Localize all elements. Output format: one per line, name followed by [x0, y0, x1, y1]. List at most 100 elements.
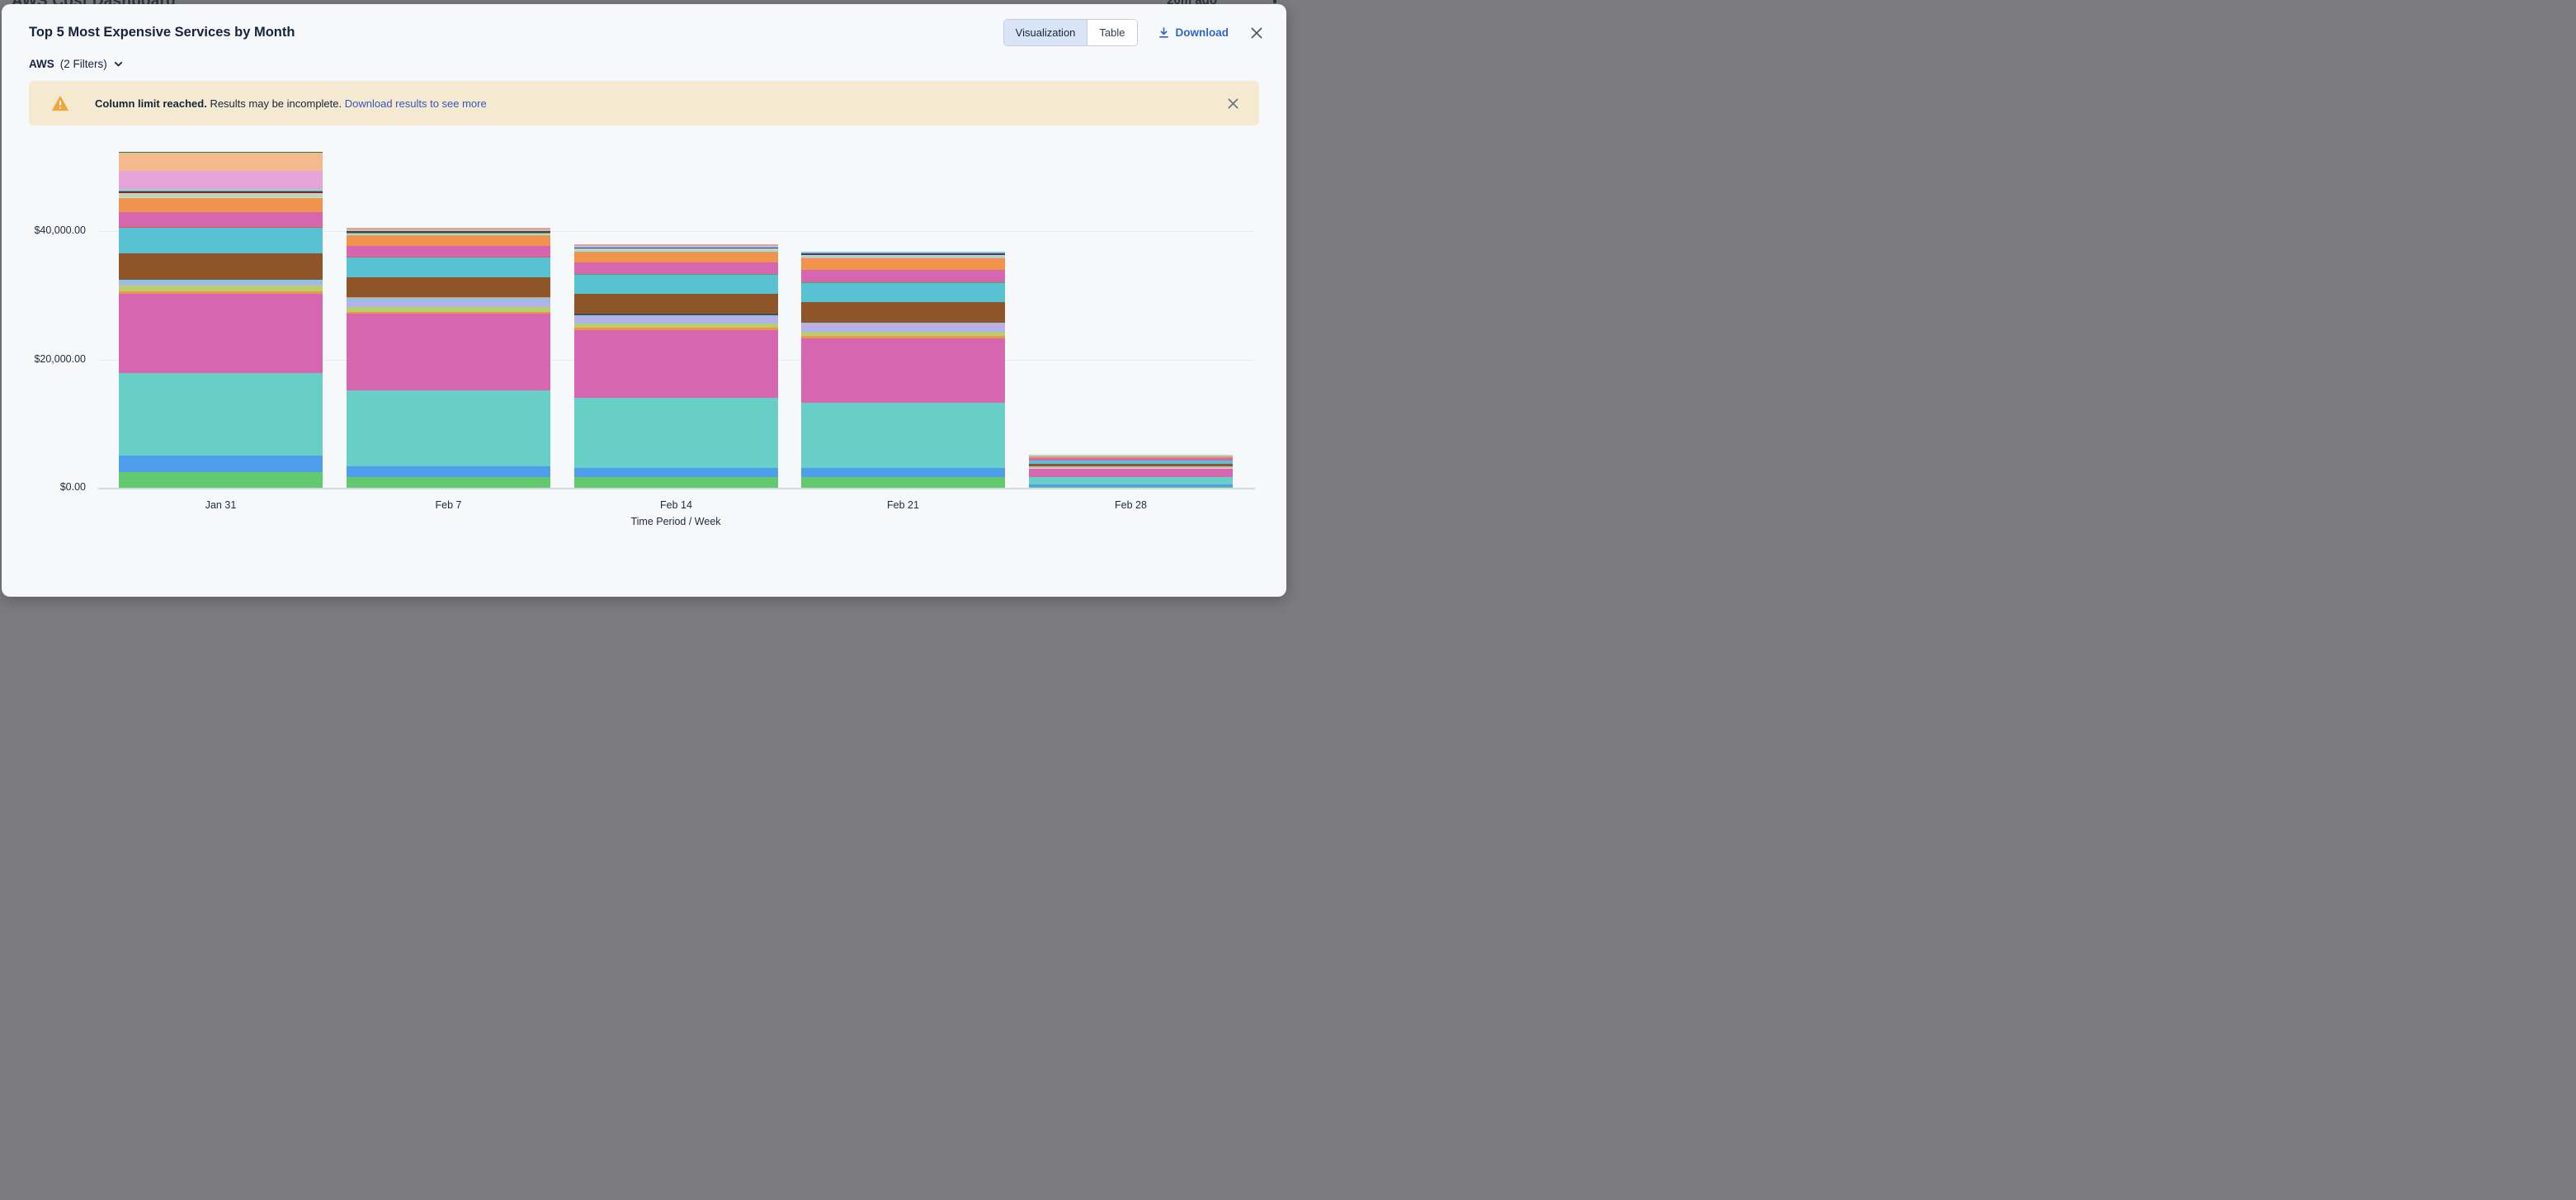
bar-segment[interactable] — [801, 335, 1005, 338]
bar-segment[interactable] — [801, 322, 1005, 325]
tab-table[interactable]: Table — [1087, 20, 1137, 45]
bar-segment[interactable] — [119, 191, 323, 193]
bar-segment[interactable] — [801, 282, 1005, 303]
bar-segment[interactable] — [119, 455, 323, 472]
bar-segment[interactable] — [119, 291, 323, 294]
bar-segment[interactable] — [1029, 476, 1233, 485]
bar-segment[interactable] — [119, 226, 323, 228]
bar-segment[interactable] — [801, 253, 1005, 255]
download-button[interactable]: Download — [1158, 26, 1229, 39]
bar-segment[interactable] — [347, 465, 550, 478]
bar-segment[interactable] — [1029, 457, 1233, 461]
bar-segment[interactable] — [1029, 466, 1233, 469]
bar-segment[interactable] — [801, 324, 1005, 327]
bar-segment[interactable] — [801, 331, 1005, 336]
bar-segment[interactable] — [801, 251, 1005, 254]
bar-segment[interactable] — [801, 269, 1005, 282]
bar-segment[interactable] — [801, 254, 1005, 257]
bar-segment[interactable] — [574, 262, 778, 274]
bar-segment[interactable] — [347, 276, 550, 297]
bar-segment[interactable] — [119, 188, 323, 191]
bar-segment[interactable] — [347, 234, 550, 247]
bar-segment[interactable] — [119, 151, 323, 154]
bar-segment[interactable] — [119, 195, 323, 197]
bar-segment[interactable] — [574, 245, 778, 248]
bar-segment[interactable] — [119, 212, 323, 227]
bar-feb-14[interactable] — [574, 244, 778, 488]
x-axis-tick-label: Feb 21 — [887, 499, 919, 511]
bar-segment[interactable] — [801, 281, 1005, 283]
bar-segment[interactable] — [347, 229, 550, 230]
bar-segment[interactable] — [347, 477, 550, 488]
bar-segment[interactable] — [1029, 469, 1233, 477]
bar-segment[interactable] — [574, 317, 778, 319]
bar-segment[interactable] — [119, 197, 323, 213]
bar-segment[interactable] — [119, 372, 323, 456]
bar-segment[interactable] — [119, 293, 323, 373]
bar-segment[interactable] — [347, 232, 550, 234]
bar-segment[interactable] — [1029, 484, 1233, 487]
bar-feb-21[interactable] — [801, 251, 1005, 488]
bar-segment[interactable] — [574, 314, 778, 318]
bar-feb-28[interactable] — [1029, 455, 1233, 488]
bar-segment[interactable] — [801, 467, 1005, 478]
bar-segment[interactable] — [119, 171, 323, 189]
bar-segment[interactable] — [347, 390, 550, 466]
bar-segment[interactable] — [574, 477, 778, 488]
bar-segment[interactable] — [801, 338, 1005, 403]
bar-segment[interactable] — [801, 402, 1005, 468]
bar-segment[interactable] — [801, 477, 1005, 488]
bar-segment[interactable] — [119, 153, 323, 172]
bar-segment[interactable] — [1029, 486, 1233, 488]
banner-close-button[interactable] — [1225, 96, 1241, 111]
bar-segment[interactable] — [347, 231, 550, 233]
bar-segment[interactable] — [347, 313, 550, 391]
bar-segment[interactable] — [119, 227, 323, 253]
filter-dropdown[interactable]: AWS (2 Filters) — [2, 46, 124, 70]
bar-segment[interactable] — [347, 306, 550, 312]
bar-segment[interactable] — [574, 323, 778, 328]
modal-close-button[interactable] — [1248, 25, 1265, 41]
bar-segment[interactable] — [801, 302, 1005, 323]
tab-visualization[interactable]: Visualization — [1003, 20, 1088, 45]
bar-segment[interactable] — [119, 280, 323, 285]
bar-segment[interactable] — [119, 253, 323, 281]
bar-segment[interactable] — [347, 311, 550, 314]
bar-segment[interactable] — [1029, 461, 1233, 464]
bar-segment[interactable] — [347, 229, 550, 232]
bar-segment[interactable] — [574, 327, 778, 330]
bar-segment[interactable] — [347, 296, 550, 299]
bar-segment[interactable] — [801, 257, 1005, 258]
bar-segment[interactable] — [801, 257, 1005, 270]
bar-segment[interactable] — [574, 294, 778, 314]
bar-segment[interactable] — [574, 329, 778, 399]
bar-segment[interactable] — [119, 284, 323, 286]
bar-segment[interactable] — [574, 244, 778, 246]
bar-segment[interactable] — [574, 398, 778, 468]
bar-segment[interactable] — [1029, 463, 1233, 466]
download-results-link[interactable]: Download results to see more — [344, 97, 487, 110]
bar-segment[interactable] — [347, 228, 550, 229]
bar-segment[interactable] — [119, 192, 323, 196]
bar-segment[interactable] — [119, 471, 323, 488]
bar-jan-31[interactable] — [119, 151, 323, 488]
bar-segment[interactable] — [574, 319, 778, 324]
bar-feb-7[interactable] — [347, 228, 550, 488]
bar-segment[interactable] — [574, 248, 778, 252]
bar-segment[interactable] — [574, 313, 778, 315]
bar-segment[interactable] — [1029, 468, 1233, 470]
bar-segment[interactable] — [347, 257, 550, 277]
bar-segment[interactable] — [1029, 455, 1233, 456]
bar-segment[interactable] — [574, 274, 778, 295]
bar-segment[interactable] — [347, 300, 550, 307]
bar-segment[interactable] — [574, 273, 778, 275]
bar-segment[interactable] — [574, 467, 778, 478]
bar-segment[interactable] — [347, 298, 550, 301]
bar-segment[interactable] — [347, 233, 550, 235]
bar-segment[interactable] — [574, 251, 778, 262]
bar-segment[interactable] — [347, 246, 550, 257]
bar-segment[interactable] — [119, 196, 323, 198]
bar-segment[interactable] — [801, 326, 1005, 332]
bar-segment[interactable] — [1029, 456, 1233, 458]
bar-segment[interactable] — [119, 286, 323, 292]
